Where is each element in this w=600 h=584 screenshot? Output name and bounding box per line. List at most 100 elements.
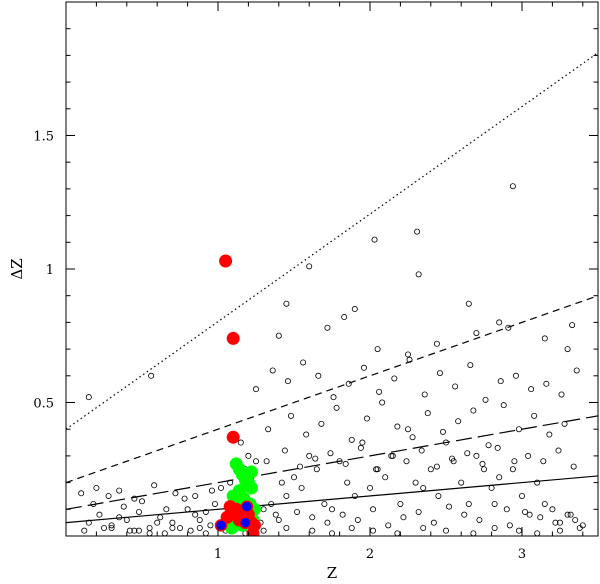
open-point (370, 527, 377, 534)
open-point (163, 506, 170, 513)
open-point (357, 444, 364, 451)
open-point (400, 514, 407, 521)
open-point (309, 527, 316, 534)
open-point (473, 330, 480, 337)
open-point (480, 466, 487, 473)
open-point (339, 511, 346, 518)
open-point (181, 495, 188, 502)
open-point (569, 322, 576, 329)
open-point (528, 386, 535, 393)
open-point (81, 527, 88, 534)
red-point (226, 331, 240, 345)
open-point (172, 490, 179, 497)
open-point (227, 479, 234, 486)
open-point (154, 519, 161, 526)
open-point (470, 407, 477, 414)
open-point (415, 508, 422, 515)
open-point (321, 500, 328, 507)
open-point (281, 447, 288, 454)
open-point (120, 503, 127, 510)
trend-line-long-dash (66, 415, 598, 510)
open-point (385, 522, 392, 529)
open-point (351, 492, 358, 499)
open-point (275, 332, 282, 339)
open-point (341, 314, 348, 321)
open-point (420, 484, 427, 491)
green-point (244, 465, 258, 479)
open-point (269, 367, 276, 374)
open-point (265, 426, 272, 433)
open-point (237, 439, 244, 446)
open-point (525, 452, 532, 459)
open-point (284, 378, 291, 385)
blue-point (239, 516, 252, 529)
open-point (363, 415, 370, 422)
open-point (371, 236, 378, 243)
open-point (333, 404, 340, 411)
open-point (345, 380, 352, 387)
open-point (151, 482, 158, 489)
open-point (415, 271, 422, 278)
open-point (404, 351, 411, 358)
y-tick-label: 1 (46, 263, 54, 278)
open-point (491, 500, 498, 507)
open-point (382, 474, 389, 481)
open-point (435, 492, 442, 499)
open-point (105, 492, 112, 499)
trend-line-solid (66, 475, 598, 524)
open-point (461, 511, 468, 518)
open-point (373, 466, 380, 473)
blue-point (240, 500, 254, 513)
open-point (534, 479, 541, 486)
open-point (433, 463, 440, 470)
open-point (541, 335, 548, 342)
open-point (374, 346, 381, 353)
open-point (328, 506, 335, 513)
trend-lines (66, 52, 598, 524)
open-point (561, 420, 568, 427)
open-point (245, 452, 252, 459)
open-point (300, 359, 307, 366)
open-point (519, 492, 526, 499)
open-point (78, 490, 85, 497)
open-point (409, 434, 416, 441)
open-point (135, 508, 142, 515)
open-point (184, 506, 191, 513)
open-point (344, 479, 351, 486)
data-points (78, 183, 586, 536)
open-point (531, 412, 538, 419)
open-point (342, 460, 349, 467)
open-point (202, 530, 209, 536)
open-point (272, 511, 279, 518)
open-point (330, 394, 337, 401)
open-point (336, 458, 343, 465)
open-point (404, 426, 411, 433)
open-point (252, 386, 259, 393)
blue-point (214, 519, 228, 532)
open-point (509, 183, 516, 190)
open-point (348, 524, 355, 531)
open-point (359, 439, 366, 446)
open-point (449, 455, 456, 462)
open-point (537, 514, 544, 521)
open-point (96, 511, 103, 518)
y-axis-label: ΔZ (8, 258, 26, 279)
open-point (278, 479, 285, 486)
red-point (226, 430, 240, 444)
open-point (442, 527, 449, 534)
x-axis-label: Z (327, 564, 337, 582)
open-point (452, 383, 459, 390)
open-point (309, 514, 316, 521)
open-point (473, 452, 480, 459)
trend-line-dotted (66, 52, 598, 430)
open-point (294, 508, 301, 515)
open-point (496, 319, 503, 326)
open-point (555, 447, 562, 454)
open-point (424, 410, 431, 417)
open-point (465, 500, 472, 507)
open-point (526, 511, 533, 518)
open-point (348, 436, 355, 443)
open-point (303, 431, 310, 438)
open-point (283, 524, 290, 531)
open-point (522, 508, 529, 515)
